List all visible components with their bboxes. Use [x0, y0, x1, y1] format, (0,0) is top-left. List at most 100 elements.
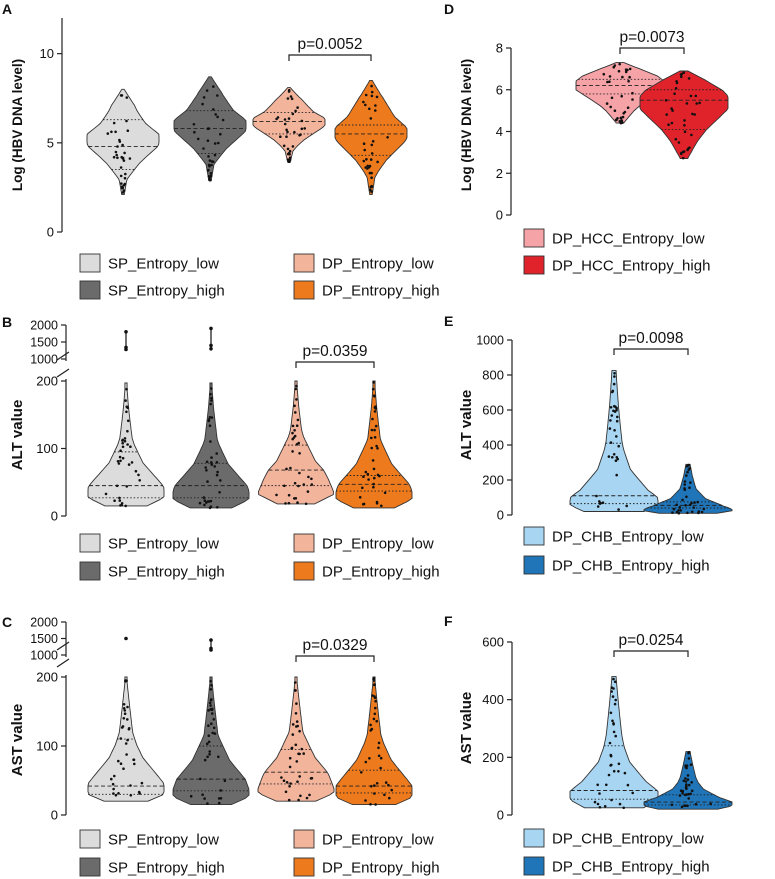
legend-swatch — [523, 828, 545, 848]
y-tick-label: 200 — [482, 750, 504, 765]
data-point — [306, 490, 310, 493]
data-point — [118, 138, 121, 142]
data-point — [204, 466, 207, 469]
data-point — [307, 475, 310, 479]
panel-label: C — [2, 614, 12, 630]
legend-swatch — [523, 526, 545, 546]
violin-dp-entropy-high — [335, 676, 413, 806]
legend-swatch — [523, 228, 545, 248]
data-point — [373, 784, 376, 787]
legend-label: SP_Entropy_high — [108, 283, 225, 300]
data-point — [684, 786, 688, 789]
data-point — [689, 763, 693, 766]
data-point — [297, 798, 300, 802]
data-point — [209, 440, 212, 443]
data-point — [617, 508, 620, 511]
data-point — [605, 102, 609, 105]
data-point — [631, 98, 634, 101]
legend-label: SP_Entropy_low — [108, 832, 219, 849]
p-value-label: p=0.0254 — [618, 632, 683, 649]
data-point — [208, 159, 212, 162]
data-point — [217, 801, 221, 805]
data-point — [119, 737, 123, 740]
data-point — [380, 504, 383, 508]
p-value-label: p=0.0098 — [618, 330, 683, 347]
data-point — [369, 723, 372, 727]
data-point — [206, 480, 209, 483]
data-point — [127, 727, 131, 731]
data-point — [620, 119, 624, 122]
data-point — [690, 133, 693, 137]
data-point — [296, 780, 299, 783]
data-point — [207, 709, 210, 712]
data-point — [208, 753, 211, 756]
violin-body — [172, 676, 250, 806]
data-point — [122, 703, 126, 706]
data-point — [279, 135, 282, 138]
data-point — [613, 109, 617, 112]
data-point — [300, 747, 304, 751]
data-point — [296, 501, 299, 504]
data-point — [291, 112, 295, 116]
violin-dp-chb-entropy-high — [643, 463, 733, 515]
violin-dp-chb-entropy-low — [569, 370, 659, 512]
data-point — [284, 790, 288, 794]
data-point — [608, 75, 612, 78]
data-point — [124, 680, 127, 683]
data-point — [371, 694, 374, 697]
data-point — [209, 178, 212, 182]
data-point — [671, 511, 674, 514]
data-point — [360, 771, 363, 774]
data-point — [596, 505, 600, 508]
data-point — [209, 505, 213, 509]
data-point — [694, 94, 698, 98]
data-point — [606, 80, 609, 84]
data-point — [213, 153, 217, 157]
legend: SP_Entropy_low DP_Entropy_low SP_Entropy_h… — [79, 829, 440, 877]
data-point — [293, 681, 297, 684]
data-point — [196, 137, 200, 141]
data-point — [709, 802, 712, 806]
data-point — [126, 705, 129, 709]
data-point — [368, 107, 371, 111]
data-point — [192, 123, 196, 126]
data-point — [112, 787, 115, 791]
legend-label: DP_HCC_Entropy_high — [552, 258, 710, 275]
data-point — [617, 69, 621, 73]
data-point — [665, 113, 668, 116]
y-tick-label: 6 — [496, 82, 503, 97]
data-point — [129, 445, 132, 449]
data-point — [609, 441, 613, 444]
data-point — [624, 68, 628, 71]
data-point — [125, 387, 128, 391]
legend: DP_CHB_Entropy_low DP_CHB_Entropy_high — [523, 828, 710, 876]
y-tick-label: 0 — [47, 225, 54, 240]
data-point — [362, 475, 365, 479]
data-point — [627, 79, 630, 83]
violin-sp-entropy-high — [173, 76, 247, 182]
data-point — [362, 159, 366, 163]
violin-body — [639, 70, 729, 160]
data-point — [678, 794, 682, 797]
data-point — [120, 726, 124, 729]
y-tick-label: 400 — [482, 438, 504, 453]
data-point — [599, 501, 602, 505]
data-point — [293, 481, 297, 485]
outlier-point — [209, 343, 213, 348]
data-point — [117, 792, 120, 795]
data-point — [377, 754, 381, 758]
significance-bracket — [288, 54, 372, 61]
data-point — [625, 504, 628, 508]
data-point — [620, 121, 624, 125]
legend-swatch — [293, 857, 315, 877]
data-point — [690, 510, 694, 514]
data-point — [208, 750, 211, 753]
data-point — [621, 115, 625, 119]
violin-dp-entropy-high — [334, 79, 408, 196]
data-point — [596, 802, 600, 806]
y-axis-label: ALT value — [458, 390, 475, 461]
data-point — [683, 480, 687, 483]
data-point — [371, 387, 375, 391]
data-point — [121, 445, 125, 449]
data-point — [687, 783, 691, 787]
